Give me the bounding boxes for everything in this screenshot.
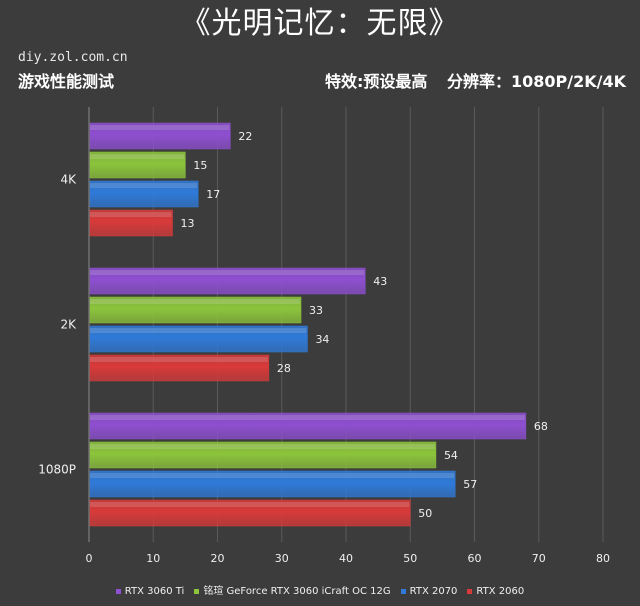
x-tick-label: 50 [403, 552, 417, 565]
bar-highlight [90, 502, 410, 507]
bar [89, 354, 270, 382]
bar-highlight [90, 357, 268, 362]
bar [89, 209, 173, 237]
legend-label: RTX 2070 [409, 586, 458, 597]
legend-item: RTX 3060 Ti [115, 586, 185, 597]
value-label: 57 [463, 478, 477, 491]
value-label: 33 [309, 304, 323, 317]
x-tick-label: 80 [596, 552, 610, 565]
bar-highlight [90, 473, 455, 478]
chart-subtitle: 游戏性能测试 [18, 72, 115, 91]
bar-highlight [90, 212, 172, 217]
resolution-setting: 分辨率：1080P/2K/4K [446, 72, 626, 91]
legend-swatch [467, 588, 473, 594]
value-label: 68 [534, 420, 548, 433]
value-label: 13 [181, 217, 195, 230]
bar-highlight [90, 270, 365, 275]
category-label: 4K [60, 173, 77, 187]
x-tick-label: 70 [532, 552, 546, 565]
value-label: 34 [315, 333, 329, 346]
category-label: 1080P [38, 463, 76, 477]
legend-item: RTX 2070 [400, 586, 458, 597]
x-tick-label: 30 [275, 552, 289, 565]
value-labels: 22 15 17 13 43 33 34 28 68 54 57 50 [181, 130, 548, 520]
x-tick-label: 10 [146, 552, 160, 565]
chart-legend: RTX 3060 Ti 铭瑄 GeForce RTX 3060 iCraft OC… [0, 582, 640, 597]
bar [89, 441, 437, 469]
legend-item: RTX 2060 [467, 586, 524, 597]
value-label: 43 [373, 275, 387, 288]
bar-highlight [90, 183, 198, 188]
axes: 0 10 20 30 40 50 60 70 80 4K 2K 1080P [38, 107, 610, 565]
bar-highlight [90, 125, 230, 130]
bar [89, 470, 456, 498]
bar-highlight [90, 328, 307, 333]
x-tick-label: 20 [211, 552, 225, 565]
value-label: 22 [238, 130, 252, 143]
x-tick-label: 0 [86, 552, 93, 565]
bar-highlight [90, 154, 185, 159]
x-tick-label: 40 [339, 552, 353, 565]
category-label: 2K [60, 318, 77, 332]
grid-lines [152, 107, 604, 542]
legend-label: 铭瑄 GeForce RTX 3060 iCraft OC 12G [203, 586, 391, 597]
bar-highlight [90, 299, 301, 304]
bar [89, 151, 186, 179]
legend-label: RTX 3060 Ti [124, 586, 185, 597]
value-label: 54 [444, 449, 458, 462]
value-label: 50 [418, 507, 432, 520]
effects-setting: 特效:预设最高 [325, 72, 428, 91]
bar-highlight [90, 444, 435, 449]
legend-swatch [115, 588, 121, 594]
legend-swatch [194, 588, 200, 594]
legend-label: RTX 2060 [476, 586, 525, 597]
value-label: 17 [206, 188, 220, 201]
bars [89, 122, 527, 527]
bar [89, 499, 411, 527]
legend-item: 铭瑄 GeForce RTX 3060 iCraft OC 12G [194, 582, 391, 597]
bar [89, 122, 231, 150]
value-label: 28 [277, 362, 291, 375]
test-settings: 特效:预设最高 分辨率：1080P/2K/4K [311, 68, 626, 92]
chart-title: 《光明记忆：无限》 [180, 6, 460, 41]
bar [89, 296, 302, 324]
legend-swatch [400, 588, 406, 594]
bar [89, 180, 199, 208]
bar [89, 412, 527, 440]
value-label: 15 [193, 159, 207, 172]
x-tick-label: 60 [468, 552, 482, 565]
bar-highlight [90, 415, 525, 420]
bar [89, 267, 366, 295]
bar [89, 325, 308, 353]
source-site: diy.zol.com.cn [18, 50, 128, 65]
